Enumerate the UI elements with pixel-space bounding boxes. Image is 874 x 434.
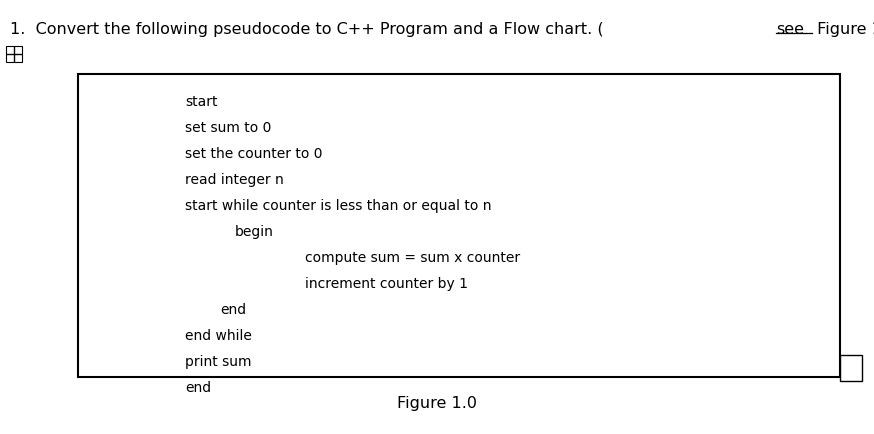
- Text: increment counter by 1: increment counter by 1: [305, 276, 468, 290]
- Text: Figure 1.0: Figure 1.0: [397, 395, 477, 410]
- Text: see: see: [776, 22, 804, 37]
- Text: print sum: print sum: [185, 354, 252, 368]
- Text: start while counter is less than or equal to n: start while counter is less than or equa…: [185, 198, 491, 213]
- Text: end: end: [185, 380, 212, 394]
- Bar: [78, 75, 840, 377]
- Bar: [6, 47, 22, 63]
- Text: end while: end while: [185, 328, 252, 342]
- Text: Figure 1.0).: Figure 1.0).: [812, 22, 874, 37]
- Text: set sum to 0: set sum to 0: [185, 121, 271, 135]
- Bar: [840, 355, 862, 381]
- Text: read integer n: read integer n: [185, 173, 284, 187]
- Text: 1.  Convert the following pseudocode to C++ Program and a Flow chart. (: 1. Convert the following pseudocode to C…: [10, 22, 604, 37]
- Text: end: end: [220, 302, 246, 316]
- Text: set the counter to 0: set the counter to 0: [185, 147, 323, 161]
- Text: start: start: [185, 95, 218, 109]
- Text: begin: begin: [235, 224, 274, 238]
- Text: compute sum = sum x counter: compute sum = sum x counter: [305, 250, 520, 264]
